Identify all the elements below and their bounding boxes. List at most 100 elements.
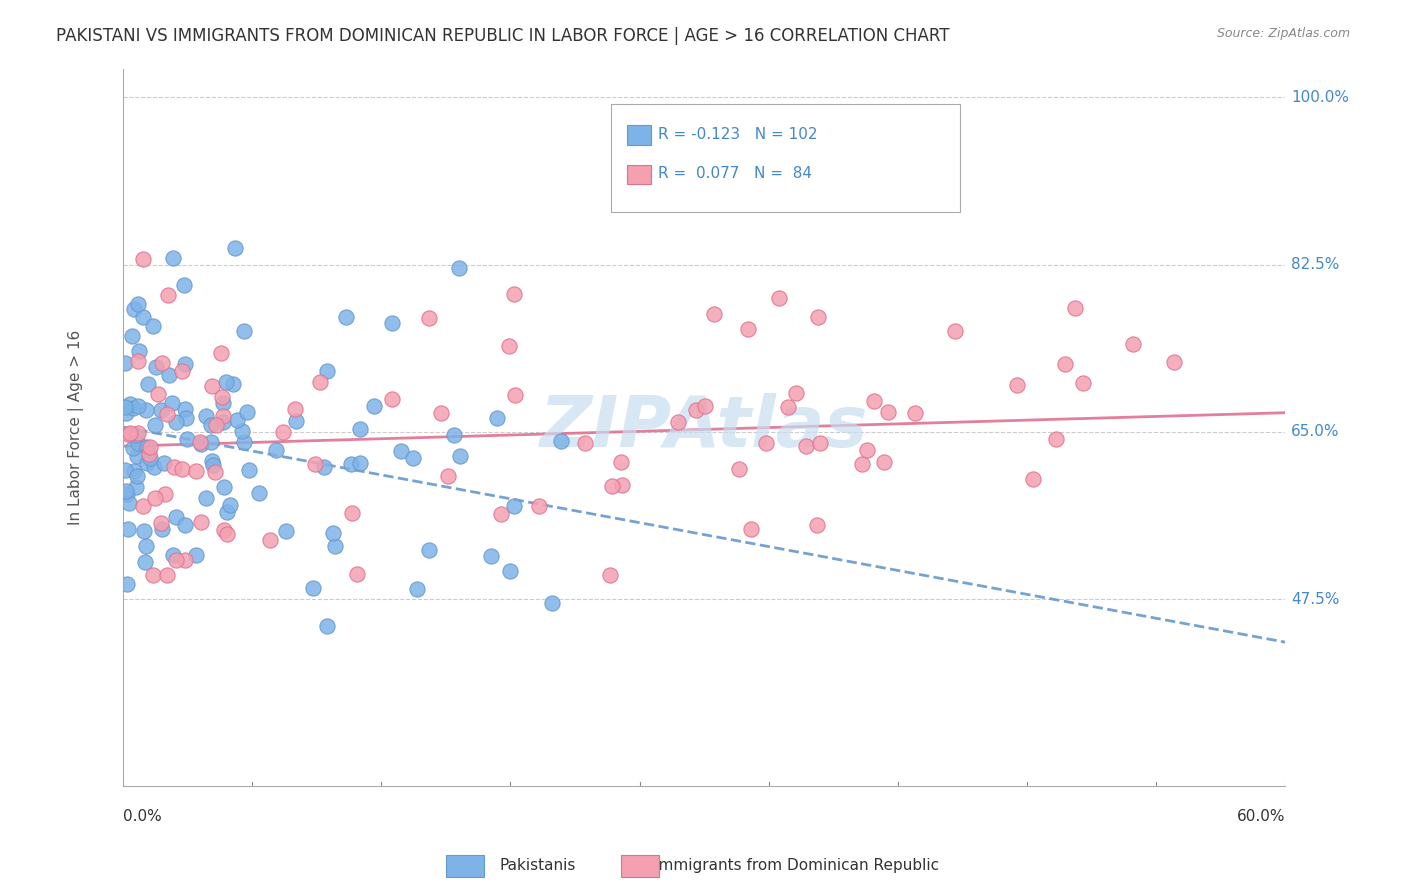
Point (117, 427, 139, 442)
Point (156, 288, 179, 302)
Point (190, 515, 212, 529)
Text: In Labor Force | Age > 16: In Labor Force | Age > 16 (69, 329, 84, 524)
Point (768, 291, 790, 305)
Point (204, 466, 226, 480)
Point (212, 523, 235, 537)
Point (308, 376, 330, 390)
Point (1163, 355, 1185, 369)
Point (856, 443, 879, 458)
Point (125, 468, 148, 483)
Point (807, 310, 830, 325)
Point (314, 459, 336, 474)
Point (550, 434, 572, 449)
Point (136, 457, 159, 471)
Point (127, 399, 149, 413)
Point (322, 525, 344, 540)
Point (876, 405, 898, 419)
Point (499, 564, 522, 578)
Point (121, 328, 143, 343)
Point (186, 548, 208, 562)
Text: 100.0%: 100.0% (1291, 90, 1350, 104)
Point (114, 356, 136, 370)
Point (122, 441, 145, 455)
Point (264, 442, 287, 457)
Text: 82.5%: 82.5% (1291, 257, 1340, 272)
Text: R =  0.077   N =  84: R = 0.077 N = 84 (658, 167, 811, 181)
Point (776, 400, 799, 414)
Point (211, 409, 233, 423)
Point (150, 522, 173, 536)
Point (284, 401, 307, 416)
Point (335, 310, 357, 324)
Text: 60.0%: 60.0% (1237, 809, 1285, 824)
Point (599, 568, 621, 582)
Point (115, 484, 138, 499)
Point (173, 402, 195, 417)
Point (115, 486, 138, 500)
Point (125, 449, 148, 463)
Point (157, 368, 180, 382)
Point (212, 480, 235, 494)
Point (209, 346, 232, 360)
Point (150, 355, 173, 369)
FancyBboxPatch shape (627, 125, 651, 145)
Point (215, 527, 238, 541)
Text: PAKISTANI VS IMMIGRANTS FROM DOMINICAN REPUBLIC IN LABOR FORCE | AGE > 16 CORREL: PAKISTANI VS IMMIGRANTS FROM DOMINICAN R… (56, 27, 949, 45)
Point (489, 507, 512, 521)
Text: 47.5%: 47.5% (1291, 591, 1340, 607)
Point (527, 499, 550, 513)
Point (737, 322, 759, 336)
Text: R = -0.123   N = 102: R = -0.123 N = 102 (658, 127, 817, 142)
Point (200, 417, 222, 432)
Point (610, 455, 633, 469)
Point (114, 463, 136, 477)
Point (134, 555, 156, 569)
Text: 65.0%: 65.0% (1291, 425, 1340, 440)
Point (402, 451, 425, 466)
Point (124, 464, 146, 478)
Point (117, 522, 139, 536)
Point (142, 568, 165, 582)
Point (135, 403, 157, 417)
Point (201, 454, 224, 468)
Point (132, 310, 155, 324)
Point (118, 496, 141, 510)
Point (173, 517, 195, 532)
Point (122, 401, 145, 415)
Point (728, 462, 751, 476)
Point (226, 413, 249, 427)
Point (610, 477, 633, 491)
Point (125, 480, 148, 494)
Point (304, 458, 326, 472)
Point (389, 443, 412, 458)
Point (806, 517, 828, 532)
Point (195, 491, 218, 505)
FancyBboxPatch shape (612, 104, 960, 212)
Point (323, 539, 346, 553)
Point (127, 425, 149, 440)
Point (1064, 301, 1087, 315)
Text: ZIPAtlas: ZIPAtlas (540, 392, 869, 461)
Point (136, 440, 159, 454)
Point (808, 436, 831, 450)
Point (114, 400, 136, 414)
Point (212, 396, 235, 410)
Point (1045, 432, 1067, 446)
Point (184, 464, 207, 478)
Point (142, 460, 165, 475)
Point (170, 363, 193, 377)
Point (693, 399, 716, 413)
Point (211, 390, 233, 404)
Point (201, 378, 224, 392)
Point (666, 415, 689, 429)
Point (138, 451, 160, 466)
Point (174, 357, 197, 371)
Point (794, 439, 817, 453)
Point (685, 402, 707, 417)
FancyBboxPatch shape (627, 165, 651, 184)
Point (145, 360, 167, 375)
Point (904, 406, 927, 420)
Point (124, 428, 146, 442)
Text: Source: ZipAtlas.com: Source: ZipAtlas.com (1216, 27, 1350, 40)
Point (284, 413, 307, 427)
